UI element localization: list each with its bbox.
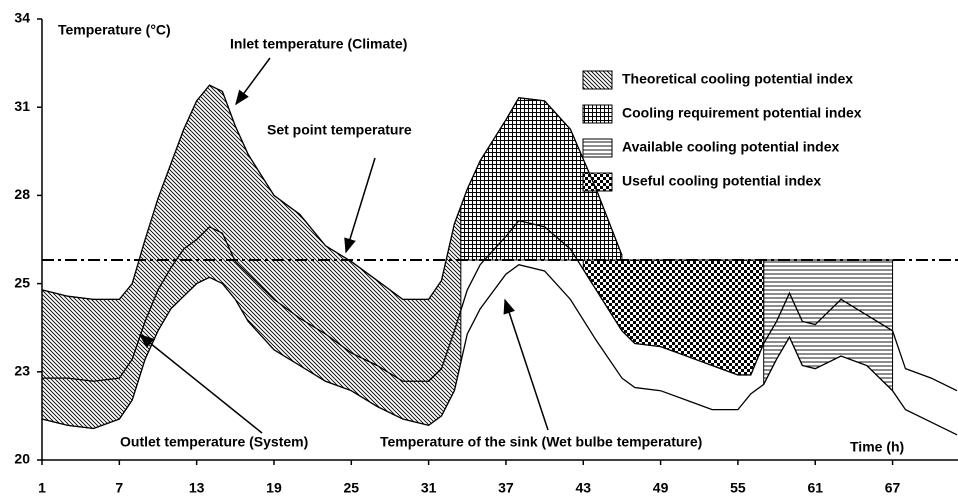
set-point-label: Set point temperature: [267, 122, 412, 138]
y-tick-label: 34: [14, 10, 30, 26]
axes: 20 23 25 28 31 34 1 7 13 19 25 31 37 43 49 55 61 67: [14, 10, 958, 496]
legend-label: Cooling requirement potential index: [622, 105, 862, 121]
x-tick-label: 61: [807, 480, 823, 496]
x-tick-label: 25: [344, 480, 360, 496]
x-tick-label: 13: [189, 480, 205, 496]
series-line: [41, 84, 623, 300]
x-tick-label: 49: [653, 480, 669, 496]
arrow: [344, 157, 376, 254]
x-axis-label: Time (h): [850, 439, 904, 455]
series-line: [41, 263, 958, 436]
series-label: Inlet temperature (Climate): [230, 36, 407, 52]
arrow: [138, 334, 263, 434]
x-tick-label: 67: [885, 480, 901, 496]
legend-label: Useful cooling potential index: [622, 173, 821, 189]
series-label: Temperature of the sink (Wet bulbe tempe…: [380, 434, 702, 450]
area: [582, 259, 765, 376]
areas: Theoretical cooling potential index Cooli…: [41, 70, 894, 430]
x-tick-label: 43: [575, 480, 591, 496]
y-tick-label: 31: [14, 98, 30, 114]
legend-swatch: [582, 138, 613, 158]
x-tick-label: 19: [266, 480, 282, 496]
series-label: Outlet temperature (System): [120, 434, 308, 450]
series-line: [42, 219, 958, 392]
x-tick-label: 7: [115, 480, 123, 496]
legend-swatch: [582, 172, 613, 192]
legend-label: Available cooling potential index: [622, 139, 840, 155]
x-tick-label: 37: [498, 480, 514, 496]
y-axis-label: Temperature (°C): [58, 22, 171, 38]
y-tick-label: 25: [14, 274, 30, 290]
y-tick-label: 20: [14, 451, 30, 467]
arrow: [235, 57, 271, 106]
x-tick-label: 1: [38, 480, 46, 496]
y-tick-label: 28: [14, 186, 30, 202]
y-tick-label: 23: [14, 363, 30, 379]
legend-swatch: [582, 104, 613, 124]
legend-label: Theoretical cooling potential index: [622, 71, 853, 87]
legend-swatch: [582, 70, 613, 90]
arrow: [503, 298, 549, 431]
x-tick-label: 55: [730, 480, 746, 496]
x-tick-label: 31: [421, 480, 437, 496]
lines: [41, 84, 958, 436]
